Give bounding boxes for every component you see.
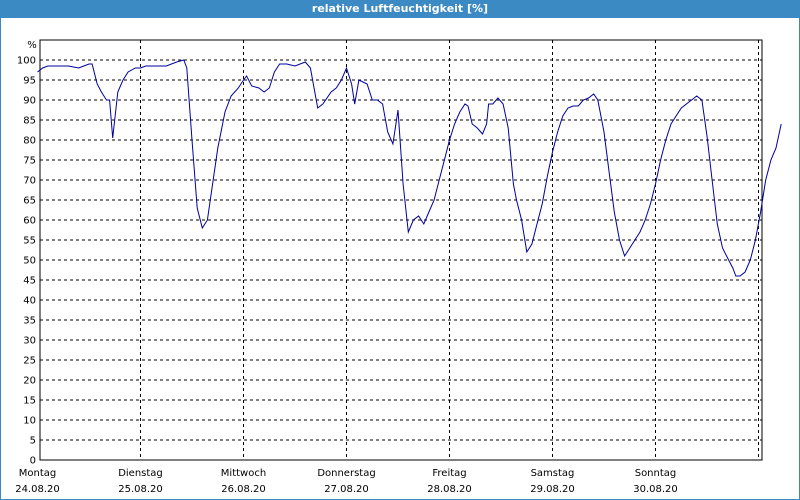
x-tick-date-label: 30.08.20	[633, 484, 678, 495]
y-tick-label: 55	[23, 236, 36, 247]
y-tick-label: 15	[23, 396, 36, 407]
y-tick-label: 5	[30, 436, 36, 447]
y-tick-label: 70	[23, 176, 36, 187]
y-tick-label: 35	[23, 316, 36, 327]
x-tick-date-label: 28.08.20	[427, 484, 472, 495]
y-tick-label: 90	[23, 96, 36, 107]
y-tick-label: 75	[23, 156, 36, 167]
y-tick-label: 25	[23, 356, 36, 367]
y-axis-unit: %	[27, 40, 37, 51]
y-tick-label: 40	[23, 296, 36, 307]
x-tick-date-label: 29.08.20	[530, 484, 575, 495]
y-tick-label: 30	[23, 336, 36, 347]
x-tick-date-label: 24.08.20	[15, 484, 60, 495]
x-tick-day-label: Donnerstag	[317, 468, 375, 479]
x-tick-date-label: 26.08.20	[221, 484, 266, 495]
y-tick-label: 20	[23, 376, 36, 387]
humidity-series-line	[37, 59, 782, 277]
y-tick-label: 0	[30, 456, 36, 467]
y-tick-label: 100	[17, 56, 36, 67]
y-tick-label: 95	[23, 76, 36, 87]
y-tick-label: 45	[23, 276, 36, 287]
x-tick-date-label: 27.08.20	[324, 484, 369, 495]
plot-area	[39, 39, 763, 461]
x-tick-day-label: Montag	[19, 468, 56, 479]
y-tick-label: 80	[23, 136, 36, 147]
x-tick-day-label: Freitag	[432, 468, 466, 479]
y-tick-label: 60	[23, 216, 36, 227]
y-tick-label: 85	[23, 116, 36, 127]
x-tick-day-label: Mittwoch	[221, 468, 266, 479]
x-tick-day-label: Samstag	[531, 468, 575, 479]
y-tick-label: 10	[23, 416, 36, 427]
x-tick-day-label: Sonntag	[635, 468, 677, 479]
x-tick-day-label: Dienstag	[118, 468, 163, 479]
chart-title: relative Luftfeuchtigkeit [%]	[0, 0, 800, 18]
y-tick-label: 65	[23, 196, 36, 207]
x-tick-date-label: 25.08.20	[118, 484, 163, 495]
y-tick-label: 50	[23, 256, 36, 267]
